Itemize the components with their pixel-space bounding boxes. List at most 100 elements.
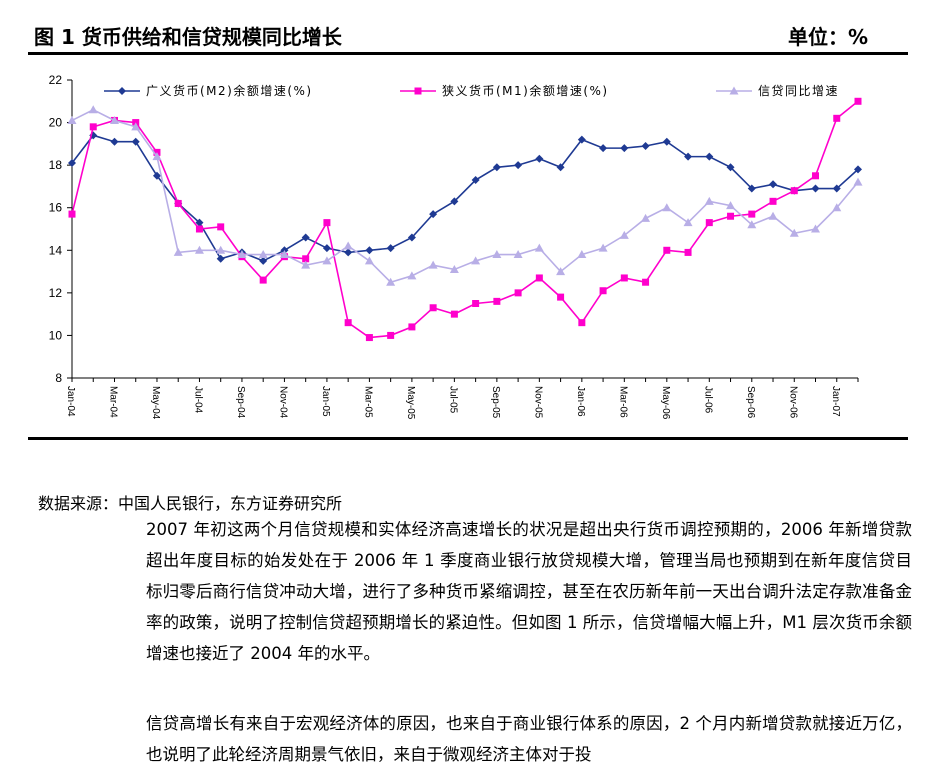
top-rule bbox=[28, 52, 908, 55]
x-tick-label: Sep-06 bbox=[745, 386, 756, 419]
data-point bbox=[258, 250, 268, 259]
x-tick-label: Mar-05 bbox=[362, 386, 373, 418]
x-tick-label: Sep-04 bbox=[235, 386, 246, 419]
data-point bbox=[514, 161, 523, 170]
data-point bbox=[110, 137, 119, 146]
data-point bbox=[152, 171, 161, 180]
data-point bbox=[641, 213, 651, 222]
series-line bbox=[71, 100, 859, 339]
x-tick-label: Mar-06 bbox=[617, 386, 628, 418]
data-point bbox=[323, 219, 331, 227]
data-point bbox=[343, 241, 353, 250]
legend-item: 狭义货币(M1)余额增速(%) bbox=[400, 83, 609, 98]
series-3 bbox=[67, 105, 863, 286]
data-point bbox=[514, 289, 522, 297]
x-tick-label: Jul-06 bbox=[702, 386, 713, 414]
figure-header: 图 1 货币供给和信贷规模同比增长 单位：% bbox=[28, 18, 908, 52]
y-tick-label: 12 bbox=[49, 286, 63, 300]
data-point bbox=[789, 228, 799, 237]
x-tick-label: Nov-05 bbox=[532, 386, 543, 419]
data-point bbox=[642, 278, 650, 286]
data-point bbox=[301, 233, 310, 242]
data-point bbox=[705, 219, 713, 227]
x-tick-label: Jan-05 bbox=[320, 386, 331, 417]
data-point bbox=[619, 230, 629, 239]
data-point bbox=[407, 271, 417, 280]
y-axis: 8 10 12 14 16 18 20 22 bbox=[49, 73, 73, 385]
data-point bbox=[620, 144, 629, 153]
x-tick-label: Jan-04 bbox=[65, 386, 76, 417]
data-point bbox=[853, 177, 863, 186]
x-tick-label: May-05 bbox=[405, 386, 416, 420]
y-tick-label: 8 bbox=[55, 371, 62, 385]
body-paragraph-1: 2007 年初这两个月信贷规模和实体经济高速增长的状况是超出央行货币调控预期的，… bbox=[146, 520, 912, 663]
data-point bbox=[556, 267, 566, 276]
data-point bbox=[301, 260, 311, 269]
data-point bbox=[832, 203, 842, 212]
data-point bbox=[726, 163, 735, 172]
data-point bbox=[748, 210, 756, 218]
data-point bbox=[493, 297, 501, 305]
data-point bbox=[88, 105, 98, 114]
data-point bbox=[769, 197, 777, 205]
data-point bbox=[599, 144, 608, 153]
data-point bbox=[747, 220, 757, 229]
data-point bbox=[513, 250, 523, 259]
x-tick-label: May-06 bbox=[660, 386, 671, 420]
data-point bbox=[727, 212, 735, 220]
data-point bbox=[790, 187, 798, 195]
data-point bbox=[768, 211, 778, 220]
y-tick-label: 18 bbox=[49, 158, 63, 172]
data-point bbox=[68, 210, 76, 218]
y-tick-label: 10 bbox=[49, 328, 63, 342]
data-point bbox=[557, 293, 565, 301]
legend-label: 狭义货币(M1)余额增速(%) bbox=[442, 83, 609, 98]
data-point bbox=[704, 196, 714, 205]
data-point bbox=[535, 274, 543, 282]
x-axis: Jan-04 Mar-04 May-04 Jul-04 Sep-04 Nov-04 Jan-… bbox=[65, 377, 859, 420]
data-point bbox=[408, 323, 416, 331]
legend-label: 广义货币(M2)余额增速(%) bbox=[146, 83, 313, 98]
data-point bbox=[195, 225, 203, 233]
data-point bbox=[449, 264, 459, 273]
data-point bbox=[216, 254, 225, 263]
data-point bbox=[194, 245, 204, 254]
series-line bbox=[71, 134, 859, 262]
legend-marker bbox=[414, 87, 422, 95]
data-point bbox=[429, 210, 438, 219]
data-point bbox=[344, 248, 353, 257]
legend: 广义货币(M2)余额增速(%) 狭义货币(M1)余额增速(%) 信贷同比增速 bbox=[104, 83, 838, 98]
data-point bbox=[471, 256, 481, 265]
data-point bbox=[67, 115, 77, 124]
data-point bbox=[322, 256, 332, 265]
data-point bbox=[407, 233, 416, 242]
data-point bbox=[769, 180, 778, 189]
data-point bbox=[577, 250, 587, 259]
data-point bbox=[450, 197, 459, 206]
data-point bbox=[279, 250, 289, 259]
data-point bbox=[386, 244, 395, 253]
legend-marker bbox=[118, 87, 126, 95]
data-source: 数据来源：中国人民银行，东方证券研究所 bbox=[38, 494, 343, 513]
data-point bbox=[89, 123, 97, 131]
data-point bbox=[832, 184, 841, 193]
data-point bbox=[428, 260, 438, 269]
y-tick-label: 22 bbox=[49, 73, 63, 87]
plot-area bbox=[67, 97, 863, 342]
data-point bbox=[684, 248, 692, 256]
data-point bbox=[726, 201, 736, 210]
line-chart: 8 10 12 14 16 18 20 22 Jan-04 Mar-04 May-04 Jul-04… bbox=[49, 73, 863, 420]
data-point bbox=[131, 122, 141, 131]
data-point bbox=[599, 287, 607, 295]
data-point bbox=[173, 247, 183, 256]
data-point bbox=[811, 184, 820, 193]
legend-marker bbox=[729, 86, 739, 95]
data-point bbox=[131, 137, 140, 146]
data-point bbox=[217, 223, 225, 231]
x-tick-label: Jan-06 bbox=[575, 386, 586, 417]
data-point bbox=[833, 114, 841, 122]
data-point bbox=[472, 300, 480, 307]
data-point bbox=[747, 184, 756, 193]
legend-item: 广义货币(M2)余额增速(%) bbox=[104, 83, 313, 98]
data-point bbox=[812, 172, 820, 180]
